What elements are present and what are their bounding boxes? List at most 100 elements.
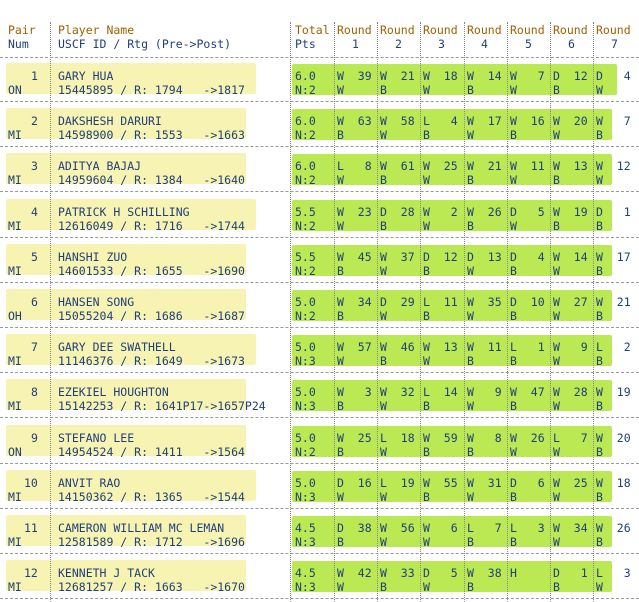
round-3-color: B	[423, 490, 430, 504]
round-6-result: W 34	[553, 521, 588, 535]
round-4-result: W 8	[467, 431, 502, 445]
header-round-num-5: 5	[525, 37, 532, 51]
round-1-color: B	[337, 264, 344, 278]
round-6-result: W 19	[553, 205, 588, 219]
player-id-rating: 11146376 / R: 1649 ->1673	[58, 354, 245, 368]
name-highlight	[6, 289, 246, 320]
round-3-color: W	[423, 83, 430, 97]
round-4-result: W 11	[467, 340, 502, 354]
header-round-1: Round	[337, 23, 372, 37]
round-1-color: W	[337, 83, 344, 97]
round-3-result: W 55	[423, 476, 458, 490]
round-5-color: B	[510, 354, 517, 368]
score-highlight	[292, 200, 612, 231]
total-tiebreak: N:2	[295, 128, 316, 142]
round-1-color: W	[337, 354, 344, 368]
round-4-color: B	[467, 219, 474, 233]
round-7-result: W 20	[596, 431, 631, 445]
total-tiebreak: N:3	[295, 580, 316, 594]
round-2-result: W 61	[380, 159, 415, 173]
round-6-result: L 7	[553, 431, 588, 445]
round-5-result: D 4	[510, 250, 545, 264]
round-2-color: B	[380, 219, 387, 233]
round-1-color: B	[337, 445, 344, 459]
header-pair: Pair	[8, 23, 36, 37]
round-4-result: W 35	[467, 295, 502, 309]
row-divider	[0, 191, 639, 192]
column-separator	[290, 22, 291, 602]
round-5-result: D 10	[510, 295, 545, 309]
player-name: DAKSHESH DARURI	[58, 114, 162, 128]
player-name: HANSEN SONG	[58, 295, 135, 309]
round-7-result: W 18	[596, 476, 631, 490]
round-5-result: L 3	[510, 521, 545, 535]
name-highlight	[6, 560, 246, 591]
total-points: 4.5	[295, 566, 316, 580]
round-3-color: B	[423, 399, 430, 413]
header-player-name: Player Name	[58, 23, 135, 37]
column-separator	[464, 22, 465, 602]
round-6-color: W	[553, 309, 560, 323]
round-5-result: L 1	[510, 340, 545, 354]
round-5-color: W	[510, 83, 517, 97]
total-tiebreak: N:2	[295, 173, 316, 187]
round-3-result: W 6	[423, 521, 458, 535]
round-7-color: B	[596, 535, 603, 549]
round-4-result: W 31	[467, 476, 502, 490]
row-divider	[0, 327, 639, 328]
round-4-result: W 26	[467, 205, 502, 219]
round-1-result: W 3	[337, 385, 372, 399]
round-2-result: W 21	[380, 69, 415, 83]
round-5-color: B	[510, 535, 517, 549]
total-points: 5.0	[295, 295, 316, 309]
name-highlight	[6, 379, 246, 410]
pair-number: 10	[24, 476, 38, 490]
player-id-rating: 15445895 / R: 1794 ->1817	[58, 83, 245, 97]
round-3-color: B	[423, 309, 430, 323]
score-highlight	[292, 154, 612, 185]
round-2-result: D 29	[380, 295, 415, 309]
player-state: MI	[8, 128, 22, 142]
round-1-color: B	[337, 309, 344, 323]
round-5-result: H	[510, 566, 538, 580]
header-round-num-1: 1	[352, 37, 359, 51]
header-round-num-3: 3	[438, 37, 445, 51]
total-points: 5.5	[295, 250, 316, 264]
round-5-color: W	[510, 173, 517, 187]
total-points: 5.0	[295, 340, 316, 354]
round-6-color: B	[553, 219, 560, 233]
round-4-color: W	[467, 309, 474, 323]
round-6-color: W	[553, 399, 560, 413]
round-4-result: L 7	[467, 521, 502, 535]
round-3-result: D 5	[423, 566, 458, 580]
round-2-color: W	[380, 535, 387, 549]
round-1-result: W 45	[337, 250, 372, 264]
round-5-result: W 26	[510, 431, 545, 445]
round-1-result: D 16	[337, 476, 372, 490]
round-1-color: W	[337, 580, 344, 594]
round-7-result: W 7	[596, 114, 631, 128]
round-1-color: B	[337, 399, 344, 413]
header-round-num-4: 4	[481, 37, 488, 51]
header-round-num-6: 6	[568, 37, 575, 51]
round-2-result: L 19	[380, 476, 415, 490]
round-2-result: W 37	[380, 250, 415, 264]
name-highlight	[6, 515, 246, 546]
round-5-result: W 11	[510, 159, 545, 173]
round-7-result: W 12	[596, 159, 631, 173]
round-5-color: B	[510, 309, 517, 323]
column-separator	[550, 22, 551, 602]
round-6-color: B	[553, 173, 560, 187]
total-tiebreak: N:2	[295, 264, 316, 278]
round-4-color: B	[467, 354, 474, 368]
header-round-5: Round	[510, 23, 545, 37]
round-3-result: W 25	[423, 159, 458, 173]
round-1-result: W 34	[337, 295, 372, 309]
round-1-color: W	[337, 219, 344, 233]
round-3-result: L 4	[423, 114, 458, 128]
round-3-result: L 11	[423, 295, 458, 309]
round-5-color: B	[510, 264, 517, 278]
round-7-result: D 1	[596, 205, 631, 219]
round-6-color: W	[553, 128, 560, 142]
total-points: 5.0	[295, 476, 316, 490]
